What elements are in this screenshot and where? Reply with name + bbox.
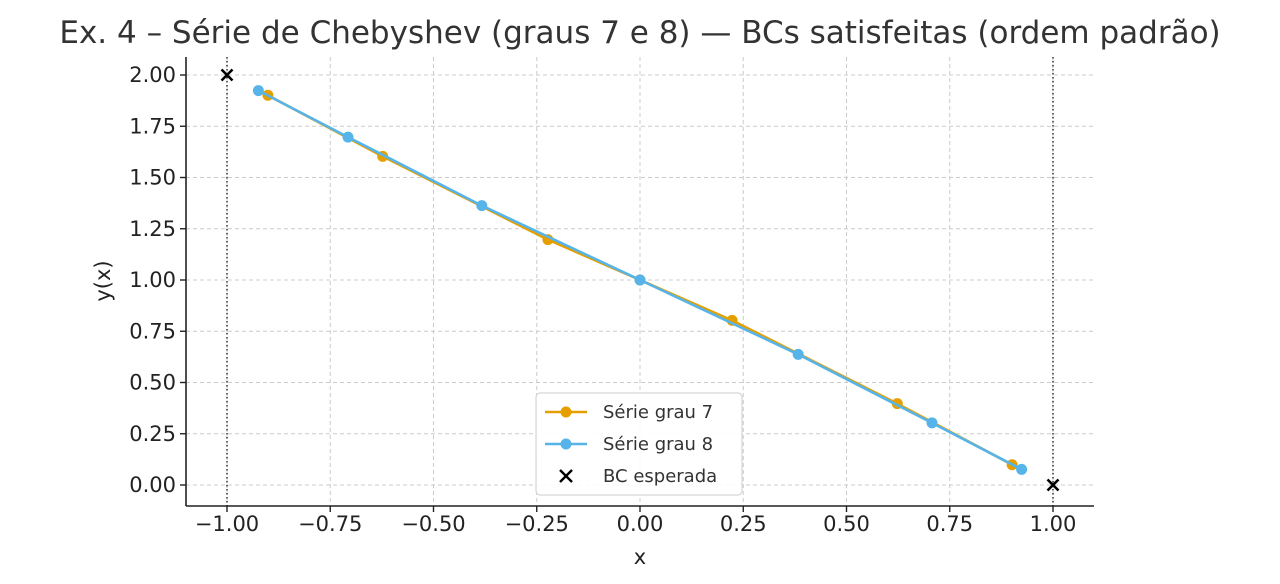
y-tick-label: 2.00	[129, 63, 176, 87]
y-tick-label: 1.00	[129, 268, 176, 292]
y-ticks: 0.00 0.25 0.50 0.75 1.00 1.25 1.50 1.75 2.00	[129, 63, 186, 497]
bc-marker	[220, 68, 234, 82]
x-tick-label: −1.00	[195, 512, 259, 536]
legend-item-series-8: Série grau 8	[545, 434, 713, 455]
x-axis-label: x	[634, 545, 646, 569]
legend-label: Série grau 8	[603, 434, 713, 455]
legend-item-series-7: Série grau 7	[545, 402, 713, 423]
legend-box	[535, 392, 743, 496]
x-tick-label: 0.00	[617, 512, 664, 536]
x-tick-label: −0.75	[298, 512, 362, 536]
y-tick-label: 1.75	[129, 114, 176, 138]
data-point	[792, 348, 804, 360]
y-tick-label: 1.50	[129, 166, 176, 190]
y-tick-label: 1.25	[129, 217, 176, 241]
legend-x-marker-icon	[559, 469, 573, 483]
legend-swatch-marker	[560, 438, 572, 450]
chart-title: Ex. 4 – Série de Chebyshev (graus 7 e 8)…	[59, 15, 1220, 51]
legend-swatch-marker	[560, 406, 572, 418]
data-point	[634, 274, 646, 286]
x-tick-label: 0.25	[720, 512, 767, 536]
legend: Série grau 7 Série grau 8 BC esperada	[535, 392, 743, 496]
bc-marker	[1046, 478, 1060, 492]
series-2	[252, 85, 1028, 475]
data-point	[252, 85, 264, 97]
legend-label: Série grau 7	[603, 402, 713, 423]
x-tick-label: 0.50	[823, 512, 870, 536]
y-tick-label: 0.00	[129, 473, 176, 497]
legend-label: BC esperada	[603, 466, 717, 487]
data-point	[342, 131, 354, 143]
series-layer	[252, 85, 1028, 475]
y-tick-label: 0.25	[129, 422, 176, 446]
legend-item-bc: BC esperada	[559, 466, 717, 487]
x-tick-label: −0.50	[401, 512, 465, 536]
data-point	[476, 200, 488, 212]
x-tick-label: −0.25	[505, 512, 569, 536]
y-tick-label: 0.75	[129, 319, 176, 343]
y-axis-label: y(x)	[91, 260, 115, 301]
data-point	[926, 417, 938, 429]
x-tick-label: 1.00	[1030, 512, 1077, 536]
x-ticks: −1.00 −0.75 −0.50 −0.25 0.00 0.25 0.50 0.75 1.00	[195, 506, 1077, 536]
boundary-vlines	[226, 57, 1054, 506]
bc-markers	[220, 68, 1060, 492]
data-point	[1016, 463, 1028, 475]
y-tick-label: 0.50	[129, 371, 176, 395]
x-tick-label: 0.75	[926, 512, 973, 536]
